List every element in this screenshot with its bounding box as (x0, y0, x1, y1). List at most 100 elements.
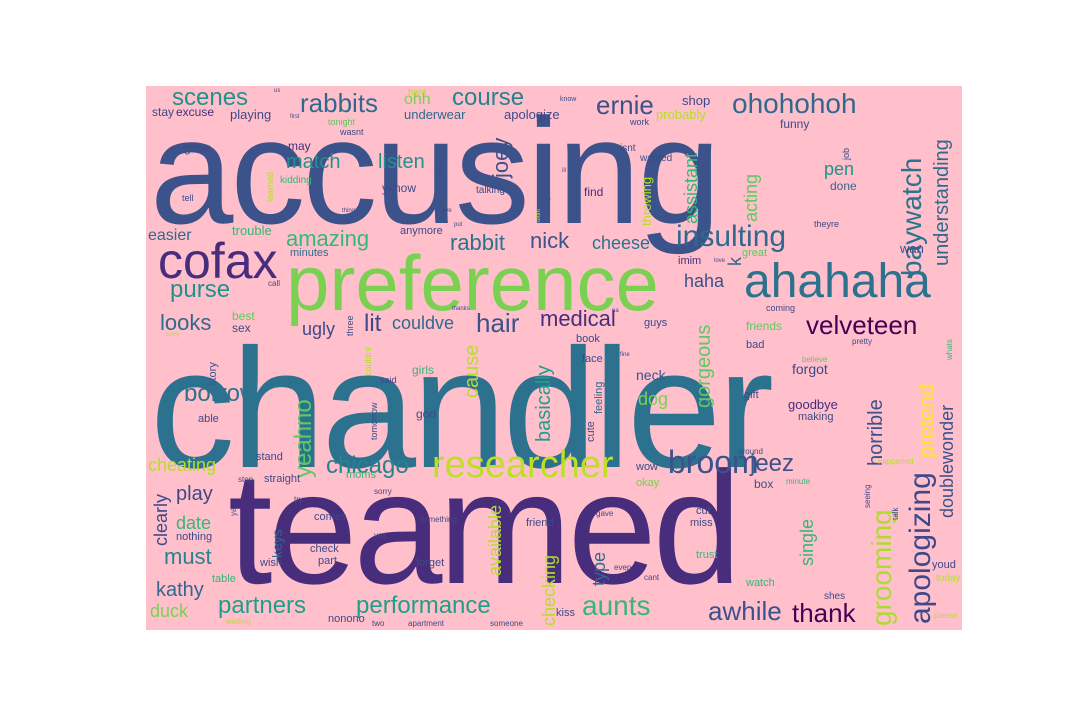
cloud-word: na (612, 308, 619, 314)
cloud-word: stay (152, 105, 175, 119)
cloud-word: assistant (681, 152, 701, 224)
cloud-word: may (288, 139, 311, 153)
cloud-word: yknow (382, 181, 417, 195)
cloud-word: sorry (374, 487, 392, 496)
cloud-word: wan (900, 241, 924, 256)
cloud-word: great (742, 247, 768, 259)
cloud-word: love (714, 258, 726, 264)
cloud-word: sorry (166, 332, 180, 338)
cloud-word: borrow (184, 380, 258, 407)
cloud-word: first (290, 114, 300, 120)
cloud-word: seeing (863, 484, 872, 508)
cloud-word: story (207, 362, 219, 386)
cloud-word: pretty (852, 337, 873, 346)
cloud-word: insulting (676, 220, 787, 253)
cloud-word: nothing (176, 531, 213, 543)
cloud-word: easier (148, 227, 192, 244)
cloud-word: um (438, 165, 444, 174)
cloud-word: ohohohoh (732, 88, 857, 119)
cloud-word: girls (412, 363, 435, 377)
cloud-word: bad (746, 339, 765, 351)
cloud-word: gorgeous (693, 324, 715, 408)
cloud-word: nonono (328, 613, 365, 625)
cloud-word: bye (442, 208, 452, 214)
cloud-word: whats (945, 339, 954, 360)
word-cloud-panel: chandler accusing teamed preference ahah… (146, 86, 962, 630)
cloud-word: okay (636, 477, 660, 489)
cloud-word: said (380, 375, 397, 385)
cloud-word: kidding (280, 175, 312, 186)
cloud-word: partners (218, 592, 307, 619)
cloud-word: today (936, 573, 961, 584)
cloud-word: check (310, 543, 339, 555)
cloud-word: hard (408, 87, 427, 97)
cloud-word: anymore (400, 225, 443, 237)
cloud-word: comes (314, 511, 347, 523)
cloud-word: moms (346, 469, 376, 481)
cloud-word: pen (824, 159, 855, 179)
cloud-word: must (164, 544, 212, 569)
cloud-word: funny (780, 117, 810, 131)
cloud-word: course (452, 86, 525, 111)
cloud-word: performance (356, 592, 491, 619)
cloud-word: teamed (228, 438, 742, 617)
cloud-word: coming (766, 303, 796, 313)
cloud-word: basically (533, 365, 555, 442)
cloud-word: work (630, 117, 650, 127)
cloud-word: chicago (326, 452, 409, 479)
cloud-word: apologizing (904, 472, 937, 624)
cloud-word: someone (490, 619, 523, 628)
cloud-word: throwing (639, 176, 654, 226)
cloud-word: shop (682, 93, 711, 108)
cloud-word: playing (230, 107, 272, 122)
cloud-word: happened (878, 457, 914, 466)
cloud-word: watch (746, 577, 775, 589)
cloud-word: pretend (914, 383, 939, 458)
cloud-word: broom (668, 444, 759, 480)
cloud-word: yeahno (290, 399, 317, 478)
cloud-word: researcher (432, 444, 614, 486)
cloud-word: imim (678, 255, 702, 267)
cloud-word: dog (638, 389, 669, 409)
cloud-word: picked (537, 165, 551, 200)
cloud-word: understanding (931, 139, 953, 266)
cloud-word: acting (741, 173, 761, 222)
cloud-word: put (454, 222, 463, 228)
cloud-word: believe (802, 355, 828, 364)
cloud-word: awhile (708, 596, 782, 626)
cloud-word: apologize (504, 107, 560, 122)
cloud-word: amazing (286, 226, 370, 251)
cloud-word: rabbit (450, 230, 506, 255)
cloud-word: cheese (592, 233, 651, 253)
cloud-word: table (212, 573, 236, 585)
cloud-word: listen (378, 151, 425, 173)
cloud-word: theyre (814, 219, 840, 229)
cloud-word: friends (746, 319, 783, 333)
cloud-word: friend (526, 517, 554, 529)
cloud-word: wasnt (340, 127, 364, 137)
cloud-word: thanks (452, 306, 470, 312)
cloud-word: stand (256, 451, 283, 463)
cloud-word: shes (824, 591, 846, 602)
cloud-word: talk (891, 507, 900, 520)
cloud-word: aunts (582, 590, 651, 621)
cloud-word: part (318, 555, 337, 567)
cloud-word: clearly (151, 493, 171, 546)
cloud-word: even (614, 563, 632, 572)
cloud-word: baywatch (896, 157, 927, 276)
cloud-word: grow (184, 141, 211, 155)
cloud-word: purse (170, 276, 231, 303)
cloud-word: chandler (150, 314, 774, 504)
cloud-word: cant (644, 573, 660, 582)
cloud-word: jeez (750, 450, 795, 477)
cloud-word: duck (150, 601, 189, 621)
cloud-word: thank (792, 598, 856, 628)
cloud-word: face (582, 353, 603, 365)
cloud-word: wow (636, 461, 659, 473)
cloud-word: trust (696, 549, 718, 561)
cloud-word: around (738, 447, 763, 456)
cloud-word: didnt (536, 208, 542, 222)
cloud-word: scenes (172, 86, 249, 111)
cloud-word: talking (476, 185, 505, 196)
cloud-word: sex (232, 321, 251, 335)
